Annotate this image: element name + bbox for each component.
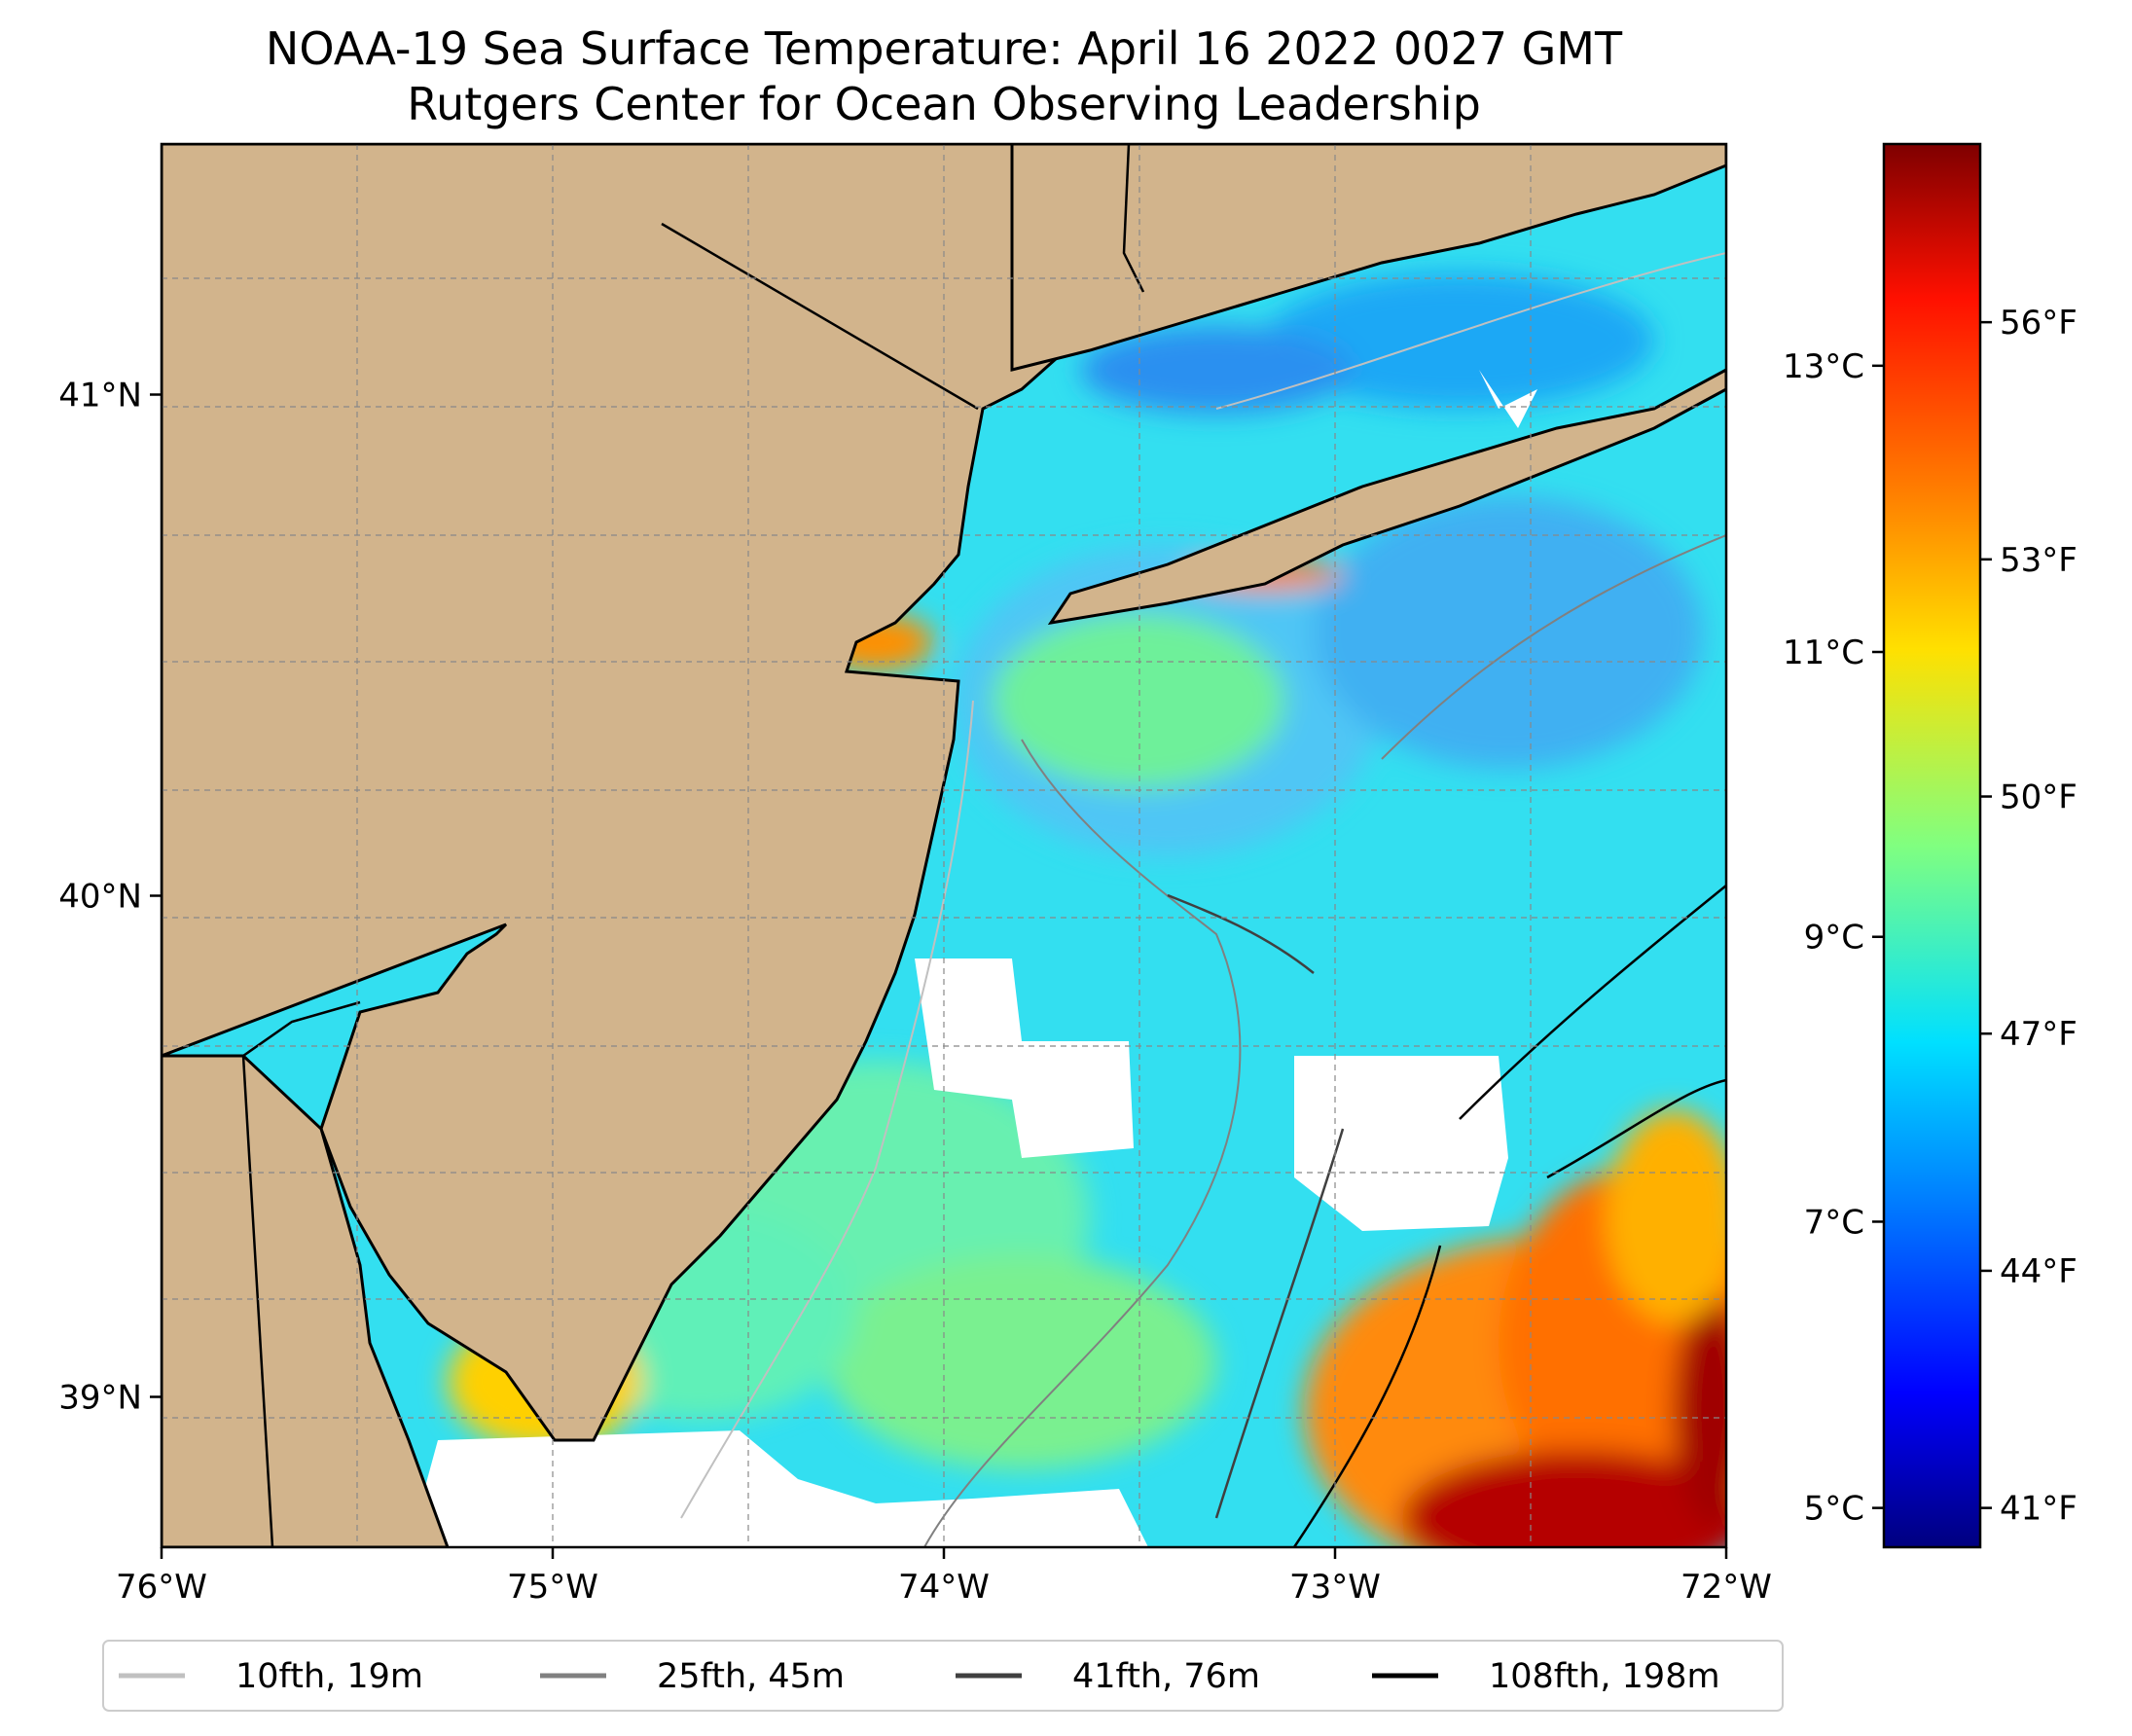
legend-box xyxy=(102,1640,1784,1712)
map-title: NOAA-19 Sea Surface Temperature: April 1… xyxy=(266,22,1623,75)
celsius-tick-label: 13°C xyxy=(1783,347,1864,386)
fahrenheit-tick-label: 47°F xyxy=(2000,1015,2078,1054)
x-axis: 76°W 75°W 74°W 73°W 72°W xyxy=(116,1547,1772,1607)
sst-variations xyxy=(448,272,1726,1547)
fahrenheit-tick-label: 53°F xyxy=(2000,541,2078,580)
y-tick-label: 40°N xyxy=(58,878,142,917)
x-tick-label: 75°W xyxy=(507,1568,598,1607)
graticule xyxy=(162,144,1726,1547)
celsius-tick-label: 9°C xyxy=(1804,919,1864,958)
x-tick-label: 72°W xyxy=(1680,1568,1772,1607)
y-tick-label: 41°N xyxy=(58,377,142,416)
legend: 10fth, 19m 25fth, 45m 41fth, 76m 108fth, 19… xyxy=(102,1640,1784,1712)
no-data-regions xyxy=(409,370,1537,1547)
land xyxy=(162,144,1726,1547)
fahrenheit-tick-label: 44°F xyxy=(2000,1252,2078,1291)
map-panel xyxy=(162,144,1726,1547)
colorbar-fahrenheit-axis: 56°F 53°F 50°F 47°F 44°F 41°F xyxy=(1980,304,2078,1529)
legend-label: 108fth, 198m xyxy=(1489,1657,1720,1696)
x-tick-label: 73°W xyxy=(1289,1568,1381,1607)
legend-label: 25fth, 45m xyxy=(657,1657,845,1696)
y-axis: 41°N 40°N 39°N xyxy=(58,377,162,1418)
y-tick-label: 39°N xyxy=(58,1379,142,1418)
fahrenheit-tick-label: 41°F xyxy=(2000,1490,2078,1529)
isobaths xyxy=(680,252,1726,1547)
x-tick-label: 76°W xyxy=(116,1568,207,1607)
celsius-tick-label: 7°C xyxy=(1804,1203,1864,1242)
x-tick-label: 74°W xyxy=(898,1568,990,1607)
celsius-tick-label: 5°C xyxy=(1804,1490,1864,1529)
colorbar: 13°C 11°C 9°C 7°C 5°C 56°F 53°F 50°F 47°F 44°F 41… xyxy=(1783,142,2078,1549)
colorbar-celsius-axis: 13°C 11°C 9°C 7°C 5°C xyxy=(1783,347,1884,1529)
fahrenheit-tick-label: 56°F xyxy=(2000,304,2078,343)
legend-label: 41fth, 76m xyxy=(1072,1657,1260,1696)
legend-label: 10fth, 19m xyxy=(235,1657,423,1696)
fahrenheit-tick-label: 50°F xyxy=(2000,778,2078,817)
state-borders xyxy=(162,144,1145,1547)
celsius-tick-label: 11°C xyxy=(1783,633,1864,672)
colorbar-gradient xyxy=(1882,142,1982,1549)
map-subtitle: Rutgers Center for Ocean Observing Leade… xyxy=(407,78,1481,130)
